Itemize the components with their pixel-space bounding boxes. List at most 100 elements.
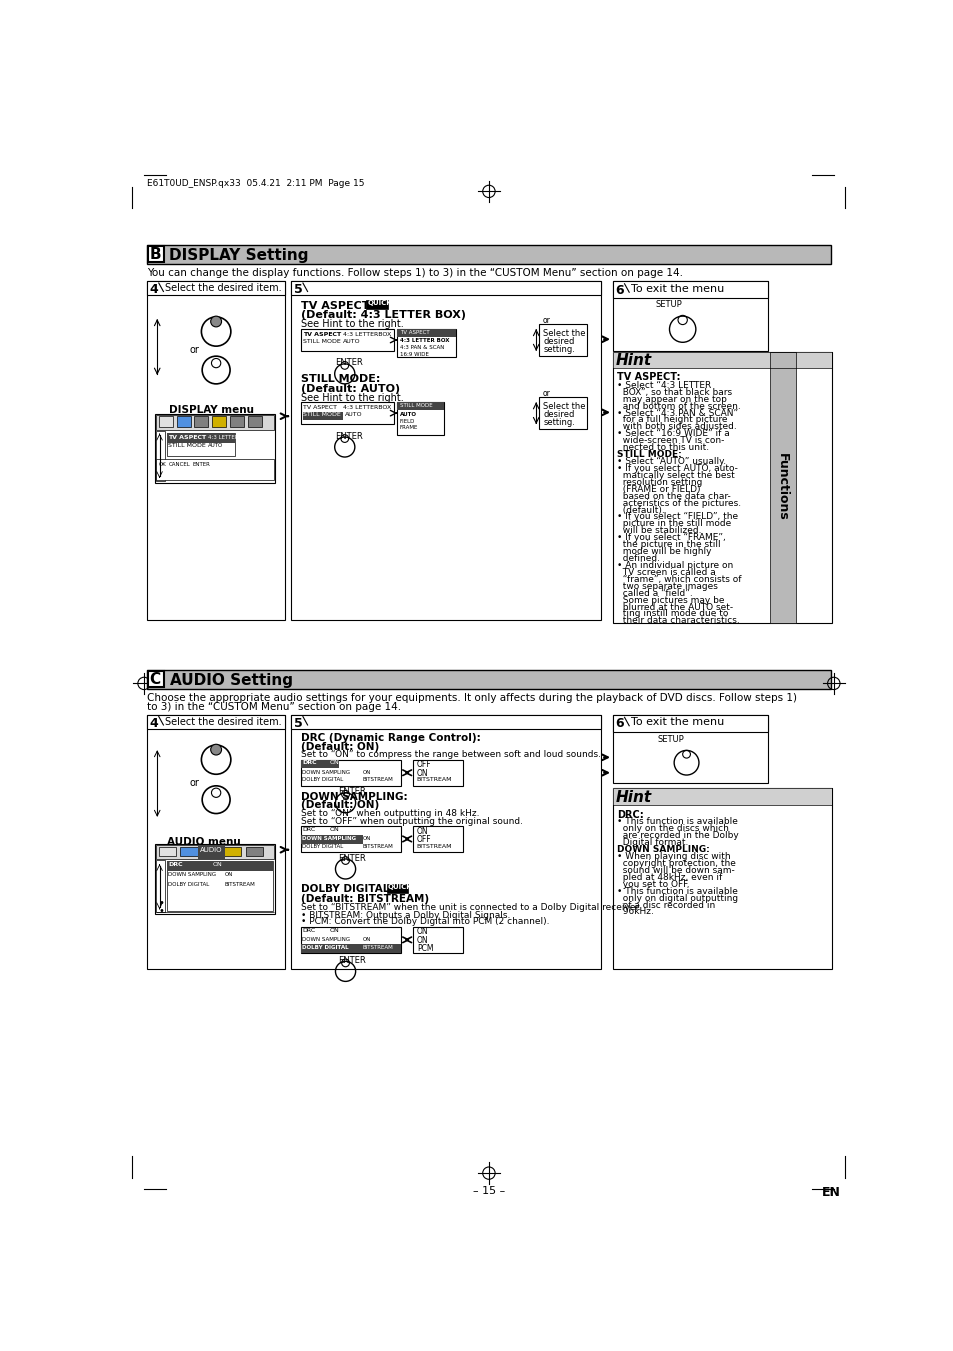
Text: ON: ON (213, 862, 223, 867)
Bar (413, 759, 463, 786)
Text: 4: 4 (150, 716, 158, 730)
Text: may appear on the top: may appear on the top (617, 394, 726, 404)
Text: BITSTREAM: BITSTREAM (416, 777, 452, 782)
Text: acteristics of the pictures.: acteristics of the pictures. (617, 499, 740, 508)
Bar (245, 847, 262, 857)
Text: blurred at the AUTO set-: blurred at the AUTO set- (617, 603, 732, 612)
Text: • Select “16:9 WIDE” if a: • Select “16:9 WIDE” if a (617, 430, 729, 438)
Bar (147, 246, 830, 263)
Text: TV ASPECT:: TV ASPECT: (617, 373, 679, 382)
Text: AUDIO menu: AUDIO menu (167, 836, 240, 847)
Text: 4:3 LETTERBOX: 4:3 LETTERBOX (343, 331, 391, 336)
Text: ENTER: ENTER (337, 788, 365, 796)
Bar (538, 324, 587, 357)
Text: • PCM: Convert the Dolby Digital into PCM (2 channel).: • PCM: Convert the Dolby Digital into PC… (300, 917, 549, 927)
Text: DRC: DRC (302, 928, 315, 932)
Circle shape (211, 316, 221, 327)
Text: TV ASPECT:: TV ASPECT: (300, 301, 376, 312)
Bar (291, 715, 600, 728)
Text: Select the desired item.: Select the desired item. (165, 282, 281, 293)
Text: DRC: DRC (302, 827, 315, 832)
Text: •: • (158, 898, 165, 908)
Text: for a full height picture: for a full height picture (617, 416, 726, 424)
Text: SETUP: SETUP (655, 300, 681, 309)
Text: • If you select “FRAME”,: • If you select “FRAME”, (617, 534, 725, 542)
Bar (155, 859, 165, 912)
Text: nected to this unit.: nected to this unit. (617, 443, 708, 453)
Text: Select the: Select the (542, 330, 585, 338)
Bar (397, 330, 456, 336)
Text: BITSTREAM: BITSTREAM (362, 843, 393, 848)
Text: ON: ON (362, 770, 371, 774)
Text: OFF: OFF (416, 835, 431, 844)
Text: BOX”, so that black bars: BOX”, so that black bars (617, 388, 731, 397)
Text: with both sides adjusted.: with both sides adjusted. (617, 423, 736, 431)
Bar (167, 862, 274, 911)
Text: • Select “4:3 LETTER: • Select “4:3 LETTER (617, 381, 710, 390)
Bar (300, 835, 362, 843)
Text: their data characteristics.: their data characteristics. (617, 616, 739, 626)
Text: – 15 –: – 15 – (473, 1186, 504, 1196)
Bar (300, 759, 339, 769)
Bar (366, 300, 388, 309)
Bar (224, 847, 241, 857)
Text: TV screen is called a: TV screen is called a (617, 567, 715, 577)
Text: matically select the best: matically select the best (617, 471, 734, 480)
Text: or: or (542, 316, 551, 326)
Text: you set to OFF.: you set to OFF. (617, 880, 689, 889)
Text: of a disc recorded in: of a disc recorded in (617, 901, 715, 909)
Text: the picture in the still: the picture in the still (617, 540, 720, 550)
Bar (300, 825, 401, 852)
Bar (612, 281, 767, 299)
Text: to 3) in the “CUSTOM Menu” section on page 14.: to 3) in the “CUSTOM Menu” section on pa… (147, 703, 401, 712)
Text: FIELD: FIELD (399, 419, 415, 423)
Text: DRC (Dynamic Range Control):: DRC (Dynamic Range Control): (300, 734, 480, 743)
Text: desired: desired (542, 336, 574, 346)
Text: ON: ON (416, 936, 428, 944)
Bar (167, 862, 274, 871)
Text: OFF: OFF (416, 761, 431, 770)
Bar (212, 416, 226, 427)
Text: DRC:: DRC: (617, 809, 643, 820)
Text: QUICK: QUICK (367, 300, 392, 305)
Text: DOWN SAMPLING: DOWN SAMPLING (168, 871, 216, 877)
Text: C: C (150, 671, 160, 686)
Bar (155, 431, 165, 481)
Bar (612, 351, 831, 369)
Text: • BITSTREAM: Outputs a Dolby Digital Signals.: • BITSTREAM: Outputs a Dolby Digital Sig… (300, 911, 510, 920)
Bar (197, 846, 224, 859)
Text: ON: ON (362, 936, 371, 942)
Bar (147, 670, 830, 689)
Bar (167, 434, 234, 457)
Text: DOLBY DIGITAL:: DOLBY DIGITAL: (300, 885, 396, 894)
Text: DOWN SAMPLING:: DOWN SAMPLING: (617, 846, 709, 854)
Text: DOWN SAMPLING:: DOWN SAMPLING: (300, 792, 407, 802)
Text: E61T0UD_ENSP.qx33  05.4.21  2:11 PM  Page 15: E61T0UD_ENSP.qx33 05.4.21 2:11 PM Page 1… (147, 180, 364, 188)
Text: pled at 48kHz, even if: pled at 48kHz, even if (617, 873, 721, 882)
Text: or: or (190, 778, 199, 788)
Text: DRC: DRC (168, 862, 183, 867)
Text: 4:3 LETTERBOX: 4:3 LETTERBOX (343, 405, 391, 409)
Text: mode will be highly: mode will be highly (617, 547, 711, 557)
Text: wide-screen TV is con-: wide-screen TV is con- (617, 436, 723, 446)
Text: • If you select “FIELD”, the: • If you select “FIELD”, the (617, 512, 738, 521)
Text: DOWN SAMPLING: DOWN SAMPLING (302, 936, 350, 942)
Text: BITSTREAM: BITSTREAM (362, 777, 393, 782)
Bar (154, 844, 274, 913)
Text: Digital format.: Digital format. (617, 838, 687, 847)
Bar (300, 944, 401, 952)
Text: You can change the display functions. Follow steps 1) to 3) in the “CUSTOM Menu”: You can change the display functions. Fo… (147, 269, 682, 278)
Bar (612, 788, 831, 969)
Text: DOLBY DIGITAL: DOLBY DIGITAL (302, 946, 349, 950)
Text: ON: ON (330, 827, 339, 832)
Text: TV ASPECT: TV ASPECT (168, 435, 206, 439)
Text: ting instill mode due to: ting instill mode due to (617, 609, 727, 619)
Text: OK: OK (158, 462, 167, 466)
Bar (612, 281, 767, 351)
Text: Select the: Select the (542, 403, 585, 411)
Text: DISPLAY menu: DISPLAY menu (169, 405, 253, 415)
Text: STILL MODE: STILL MODE (303, 339, 340, 345)
Bar (155, 458, 274, 480)
Text: will be stabilized.: will be stabilized. (617, 527, 700, 535)
Text: are recorded in the Dolby: are recorded in the Dolby (617, 831, 738, 840)
